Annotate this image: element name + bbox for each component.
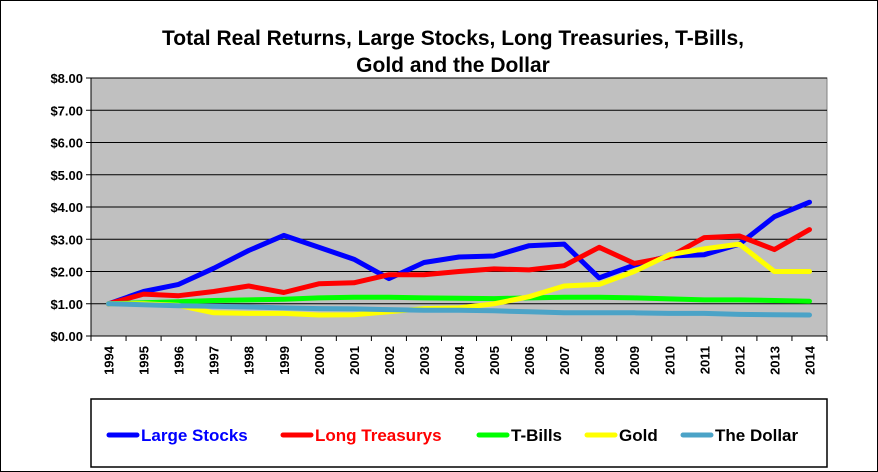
x-tick-label: 1996 bbox=[172, 346, 187, 375]
x-axis: 1994 1995 1996 1997 1998 1999 2000 2001 2002 2003… bbox=[90, 335, 828, 375]
x-tick-label: 2007 bbox=[557, 346, 572, 375]
y-tick-label: $0.00 bbox=[50, 329, 83, 344]
x-tick-label: 2009 bbox=[627, 346, 642, 375]
x-tick-label: 2011 bbox=[697, 346, 712, 374]
x-tick-label: 2012 bbox=[732, 346, 747, 375]
x-tick-label: 2004 bbox=[452, 345, 467, 375]
chart-title-line-2: Gold and the Dollar bbox=[356, 54, 550, 77]
x-tick-label: 1994 bbox=[102, 345, 117, 375]
legend-label-large-stocks: Large Stocks bbox=[141, 426, 248, 445]
series-line-the-dollar bbox=[106, 301, 812, 318]
x-tick-label: 2002 bbox=[382, 346, 397, 375]
y-tick-label: $7.00 bbox=[50, 103, 83, 118]
legend-label-the-dollar: The Dollar bbox=[715, 426, 799, 445]
x-tick-label: 2006 bbox=[522, 346, 537, 375]
series-line-large-stocks bbox=[106, 199, 812, 307]
legend-label-long-treasurys: Long Treasurys bbox=[315, 426, 442, 445]
x-tick-label: 2005 bbox=[487, 346, 502, 375]
x-tick-label: 2013 bbox=[767, 346, 782, 375]
x-tick-label: 2001 bbox=[347, 346, 362, 375]
x-tick-label: 2010 bbox=[662, 346, 677, 375]
x-tick-label: 2014 bbox=[802, 345, 817, 375]
y-tick-label: $2.00 bbox=[50, 265, 83, 280]
series-line-t-bills bbox=[106, 294, 812, 307]
legend-label-gold: Gold bbox=[619, 426, 658, 445]
series-lines bbox=[106, 199, 812, 318]
series-line-long-treasurys bbox=[106, 227, 812, 307]
chart-title-line-1: Total Real Returns, Large Stocks, Long T… bbox=[162, 27, 744, 50]
legend-label-t-bills: T-Bills bbox=[511, 426, 562, 445]
x-tick-label: 1998 bbox=[242, 346, 257, 375]
y-tick-label: $4.00 bbox=[50, 200, 83, 215]
x-tick-label: 2003 bbox=[417, 346, 432, 375]
legend: Large Stocks Long Treasurys T-Bills Gold The… bbox=[106, 426, 799, 445]
y-axis: $0.00 $1.00 $2.00 $3.00 $4.00 $5.00 $6.00 $7.00… bbox=[50, 71, 92, 344]
x-tick-label: 1997 bbox=[207, 346, 222, 375]
x-tick-label: 1995 bbox=[137, 346, 152, 375]
x-tick-label: 2000 bbox=[312, 346, 327, 375]
y-tick-label: $6.00 bbox=[50, 136, 83, 151]
y-tick-label: $3.00 bbox=[50, 232, 83, 247]
y-tick-label: $5.00 bbox=[50, 168, 83, 183]
x-tick-label: 1999 bbox=[277, 346, 292, 375]
x-tick-label: 2008 bbox=[592, 346, 607, 375]
y-tick-label: $1.00 bbox=[50, 297, 83, 312]
y-tick-label: $8.00 bbox=[50, 71, 83, 86]
